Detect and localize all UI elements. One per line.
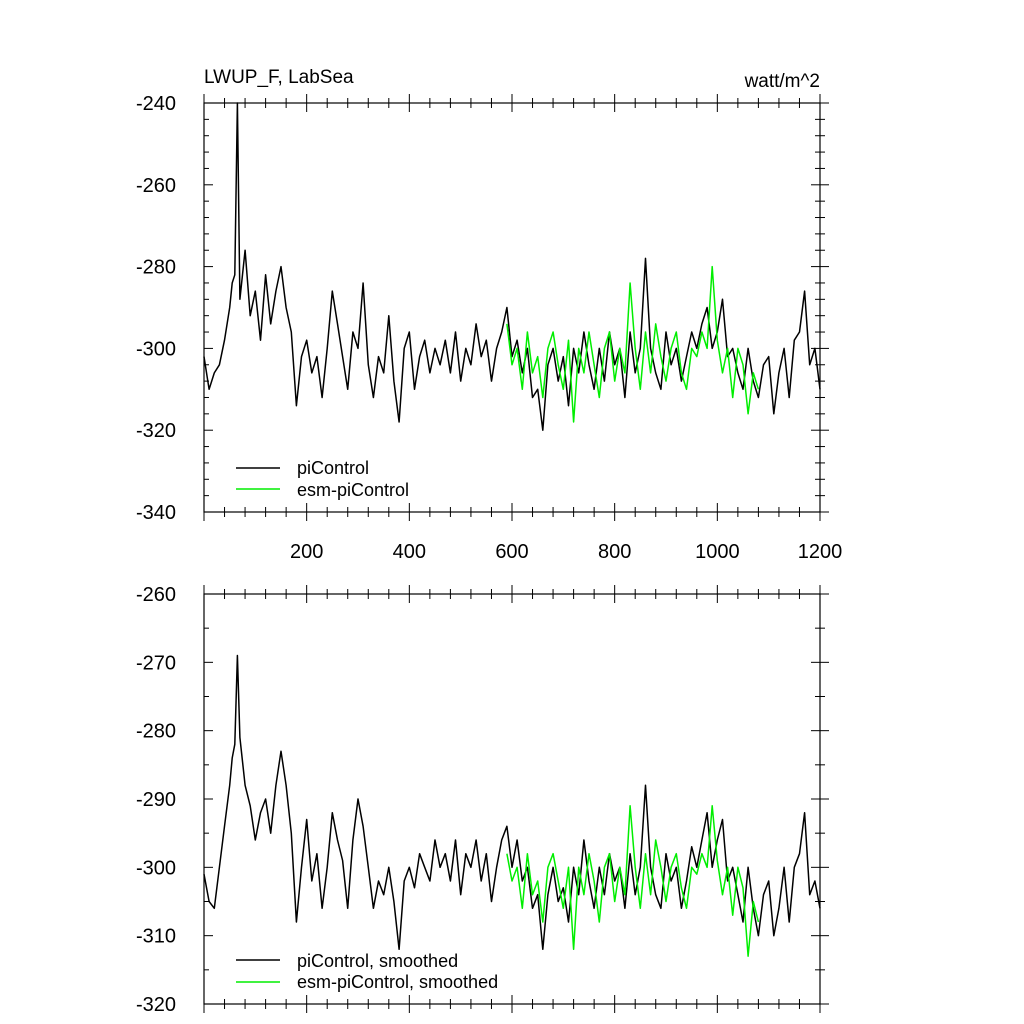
x-tick-label: 1200: [798, 541, 843, 563]
legend-label-picontrol: piControl: [297, 458, 369, 478]
bottom-legend: piControl, smoothed esm-piControl, smoot…: [236, 951, 498, 992]
chart-top-panel: LWUP_F, LabSea watt/m^2 200 400 600 800 1000…: [136, 67, 842, 563]
x-tick-label: 600: [495, 541, 528, 563]
top-axis-ticks: 200 400 600 800 1000 1200 -340 -320 -300 -280 -260…: [136, 93, 842, 563]
units-label: watt/m^2: [744, 71, 820, 92]
x-tick-label: 800: [598, 541, 631, 563]
chart-title: LWUP_F, LabSea: [204, 67, 354, 88]
x-tick-label: 1000: [695, 541, 740, 563]
y-tick-label: -290: [136, 789, 176, 811]
y-tick-label: -240: [136, 93, 176, 115]
y-tick-label: -310: [136, 926, 176, 948]
y-tick-label: -260: [136, 175, 176, 197]
legend-label-picontrol-smoothed: piControl, smoothed: [297, 951, 458, 971]
bottom-series-group: [203, 654, 821, 957]
series-line-picontrol: [203, 102, 821, 431]
series-line-esm-picontrol-smoothed: [506, 805, 760, 957]
bottom-axis-ticks: -320 -310 -300 -290 -280 -270 -260: [136, 584, 829, 1016]
y-tick-label: -320: [136, 420, 176, 442]
chart-bottom-panel: -320 -310 -300 -290 -280 -270 -260 piControl, …: [136, 584, 829, 1016]
top-plot-frame: [203, 102, 821, 513]
top-legend: piControl esm-piControl: [236, 458, 409, 500]
series-line-esm-picontrol: [506, 265, 760, 423]
y-tick-label: -260: [136, 584, 176, 606]
series-line-picontrol-smoothed: [203, 654, 821, 951]
top-series-group: [203, 102, 821, 431]
y-tick-label: -300: [136, 338, 176, 360]
y-tick-label: -270: [136, 652, 176, 674]
y-tick-label: -320: [136, 994, 176, 1016]
x-tick-label: 200: [290, 541, 323, 563]
y-tick-label: -300: [136, 857, 176, 879]
legend-label-esm-picontrol: esm-piControl: [297, 480, 409, 500]
x-tick-label: 400: [393, 541, 426, 563]
y-tick-label: -280: [136, 257, 176, 279]
legend-label-esm-picontrol-smoothed: esm-piControl, smoothed: [297, 972, 498, 992]
y-tick-label: -340: [136, 502, 176, 524]
bottom-plot-frame: [203, 593, 821, 1005]
y-tick-label: -280: [136, 721, 176, 743]
